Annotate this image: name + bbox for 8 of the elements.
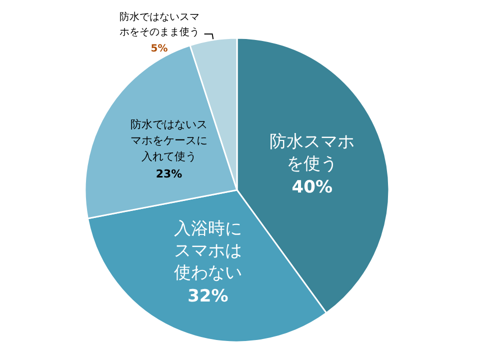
data-label: 32% [188, 286, 228, 306]
slice-label: 防水ではないスマホをケースに入れて使う [130, 118, 208, 163]
slice-label: 防水ではないスマホをそのまま使う [119, 10, 200, 38]
slice-label: 入浴時にスマホは使わない [174, 218, 242, 283]
data-label: 23% [156, 167, 182, 180]
slice-label: 防水スマホを使う [270, 132, 355, 174]
data-label: 5% [150, 43, 168, 54]
data-label: 40% [292, 178, 332, 198]
